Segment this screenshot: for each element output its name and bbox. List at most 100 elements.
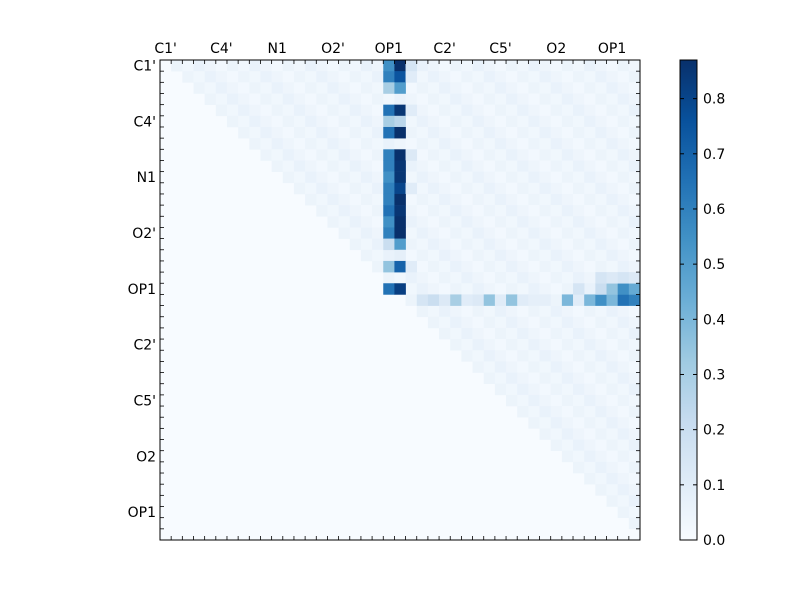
heatmap-cell-faint (584, 316, 596, 329)
heatmap-cell-faint (327, 193, 339, 206)
heatmap-cell-faint (595, 484, 607, 496)
heatmap-cell-faint (327, 205, 339, 217)
heatmap-cell-faint (550, 193, 563, 206)
heatmap-cell (383, 227, 395, 239)
heatmap-cell-faint (584, 160, 596, 172)
heatmap-cell-faint (483, 104, 496, 117)
heatmap-cell-faint (483, 350, 496, 362)
heatmap-cell-faint (405, 126, 418, 139)
heatmap-cell-faint (327, 138, 339, 150)
heatmap-cell-faint (461, 193, 473, 206)
heatmap-cell-faint (550, 205, 563, 217)
heatmap-cell-faint (360, 138, 373, 150)
heatmap-cell-faint (372, 182, 384, 195)
heatmap-cell-faint (628, 394, 641, 407)
heatmap-cell-faint (260, 126, 272, 139)
heatmap-cell-faint (439, 283, 451, 295)
heatmap-cell-faint (595, 193, 607, 206)
heatmap-cell-faint (416, 193, 429, 206)
heatmap-cell-faint (561, 93, 574, 105)
heatmap-cell-faint (383, 249, 395, 262)
heatmap-cell-faint (573, 316, 585, 329)
heatmap-cell-faint (472, 104, 485, 117)
heatmap-cell-faint (528, 216, 540, 228)
heatmap-cell-faint (628, 305, 641, 318)
heatmap-cell-faint (573, 238, 585, 251)
heatmap-cell (383, 149, 395, 161)
heatmap-cell-faint (506, 149, 518, 161)
heatmap-cell-faint (338, 227, 351, 239)
heatmap-cell-faint (226, 115, 239, 128)
heatmap-cell-faint (584, 149, 596, 161)
heatmap-cell-faint (316, 193, 328, 206)
heatmap-cell-faint (517, 160, 529, 172)
heatmap-cell-faint (528, 283, 540, 295)
heatmap-cell-faint (595, 361, 607, 373)
heatmap-cell-faint (416, 216, 429, 228)
heatmap-cell-faint (461, 305, 473, 318)
heatmap-cell-faint (461, 126, 473, 139)
heatmap-cell-faint (327, 160, 339, 172)
heatmap-cell-faint (584, 406, 596, 418)
heatmap-cell-faint (461, 171, 473, 184)
heatmap-cell (405, 71, 418, 83)
heatmap-cell-faint (394, 272, 406, 284)
heatmap-cell-faint (249, 60, 261, 72)
heatmap-cell-faint (550, 82, 563, 94)
heatmap-cell-faint (561, 272, 574, 284)
heatmap-cell-faint (360, 115, 373, 128)
heatmap-cell-faint (628, 361, 641, 373)
heatmap-cell-faint (606, 71, 618, 83)
heatmap-cell-faint (561, 238, 574, 251)
heatmap-cell-faint (360, 216, 373, 228)
heatmap-cell-faint (584, 138, 596, 150)
heatmap-cell-faint (628, 227, 641, 239)
heatmap-cell (394, 149, 406, 161)
heatmap-cell-faint (573, 428, 585, 440)
heatmap-cell-faint (506, 227, 518, 239)
heatmap-cell (573, 283, 585, 295)
heatmap-cell-faint (584, 417, 596, 429)
heatmap-cell-faint (539, 372, 551, 385)
heatmap-cell-faint (595, 461, 607, 474)
heatmap-cell-faint (383, 93, 395, 105)
heatmap-cell-faint (584, 439, 596, 451)
heatmap-cell-faint (528, 60, 540, 72)
heatmap-cell-faint (584, 327, 596, 340)
heatmap-cell-faint (416, 71, 429, 83)
heatmap-cell-faint (494, 249, 507, 262)
heatmap-cell-faint (595, 171, 607, 184)
heatmap-cell (595, 294, 607, 306)
heatmap-cell-faint (271, 138, 284, 150)
heatmap-cell-faint (595, 473, 607, 485)
heatmap-cell-faint (506, 372, 518, 385)
heatmap-cell-faint (416, 238, 429, 251)
heatmap-cell-faint (617, 238, 630, 251)
heatmap-cell-faint (472, 171, 485, 184)
heatmap-cell-faint (539, 428, 551, 440)
heatmap-cell-faint (293, 71, 306, 83)
y-tick-labels: C1' C4' N1 O2' OP1 C2' C5' O2 OP1 (128, 59, 156, 522)
heatmap-cell-faint (573, 305, 585, 318)
heatmap-cell-faint (584, 272, 596, 284)
heatmap-cell-faint (606, 238, 618, 251)
heatmap-cell-faint (539, 171, 551, 184)
heatmap-cell-faint (584, 193, 596, 206)
heatmap-cell-faint (528, 238, 540, 251)
heatmap-cell-faint (450, 160, 462, 172)
heatmap-cell-faint (617, 82, 630, 94)
heatmap-cell-faint (606, 495, 618, 507)
heatmap-cell-faint (461, 249, 473, 262)
heatmap-cell-faint (383, 138, 395, 150)
heatmap-cell-faint (405, 272, 418, 284)
heatmap-cell (405, 182, 418, 195)
heatmap-cell-faint (338, 138, 351, 150)
heatmap-cell-faint (561, 450, 574, 463)
heatmap-cell-faint (450, 272, 462, 284)
heatmap-cell-faint (617, 428, 630, 440)
heatmap-cell-faint (517, 193, 529, 206)
heatmap-cell-faint (506, 305, 518, 318)
heatmap-cell-faint (606, 473, 618, 485)
heatmap-cell-faint (383, 272, 395, 284)
heatmap-cell-faint (561, 350, 574, 362)
